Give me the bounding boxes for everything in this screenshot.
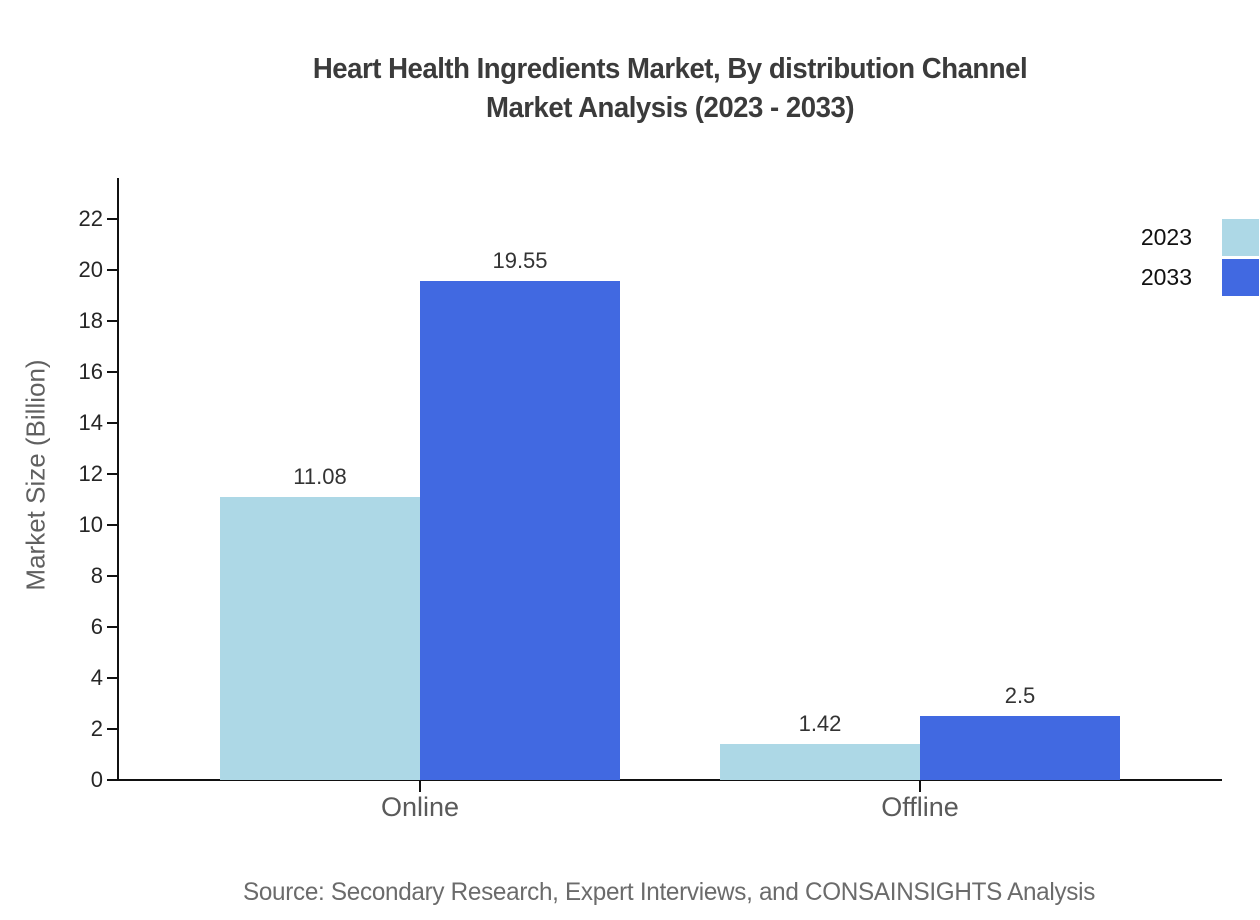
- y-tick-mark: [107, 422, 117, 424]
- bar-online-2023: [220, 497, 420, 780]
- value-label: 19.55: [492, 248, 548, 274]
- y-tick-mark: [107, 626, 117, 628]
- y-tick-label: 0: [90, 767, 103, 792]
- legend-swatch: [1222, 259, 1259, 296]
- y-tick-label: 6: [90, 614, 103, 639]
- y-tick-mark: [107, 371, 117, 373]
- legend-item-2033: 2033: [1141, 259, 1259, 296]
- legend-item-2023: 2023: [1141, 219, 1259, 256]
- legend-label: 2023: [1140, 224, 1192, 250]
- y-tick-label: 14: [78, 410, 103, 435]
- chart-title: Heart Health Ingredients Market, By dist…: [312, 50, 1028, 128]
- x-category-label-online: Online: [380, 792, 460, 822]
- x-tick-mark: [419, 780, 421, 792]
- x-axis-line: [117, 779, 1222, 781]
- y-tick-label: 22: [78, 206, 103, 231]
- y-tick-mark: [107, 779, 117, 781]
- bar-offline-2023: [720, 743, 920, 780]
- y-tick-label: 8: [90, 563, 103, 588]
- y-tick-mark: [107, 575, 117, 577]
- y-tick-mark: [107, 728, 117, 730]
- x-tick-mark: [919, 780, 921, 792]
- y-tick-label: 16: [78, 359, 103, 384]
- y-tick-label: 2: [90, 716, 103, 741]
- y-tick-label: 12: [78, 461, 103, 486]
- value-label: 1.42: [798, 710, 842, 736]
- chart-title-line-2: Market Analysis (2023 - 2033): [485, 92, 855, 124]
- chart-title-line-1: Heart Health Ingredients Market, By dist…: [312, 53, 1028, 85]
- bar-online-2033: [420, 281, 620, 780]
- y-tick-mark: [107, 218, 117, 220]
- legend-label: 2033: [1140, 264, 1192, 290]
- y-tick-label: 10: [78, 512, 103, 537]
- legend-swatch: [1222, 219, 1259, 256]
- y-tick-mark: [107, 473, 117, 475]
- value-label: 11.08: [293, 464, 347, 490]
- x-category-label-offline: Offline: [881, 792, 959, 822]
- value-label: 2.5: [1004, 683, 1036, 709]
- y-axis-line: [117, 178, 119, 781]
- legend: 2023 2033: [1141, 219, 1259, 299]
- y-tick-mark: [107, 269, 117, 271]
- y-tick-mark: [107, 677, 117, 679]
- y-tick-mark: [107, 320, 117, 322]
- y-tick-label: 4: [90, 665, 103, 690]
- y-tick-label: 20: [78, 257, 103, 282]
- source-note: Source: Secondary Research, Expert Inter…: [242, 878, 1096, 906]
- y-tick-mark: [107, 524, 117, 526]
- y-tick-label: 18: [78, 308, 103, 333]
- bar-offline-2033: [920, 716, 1120, 780]
